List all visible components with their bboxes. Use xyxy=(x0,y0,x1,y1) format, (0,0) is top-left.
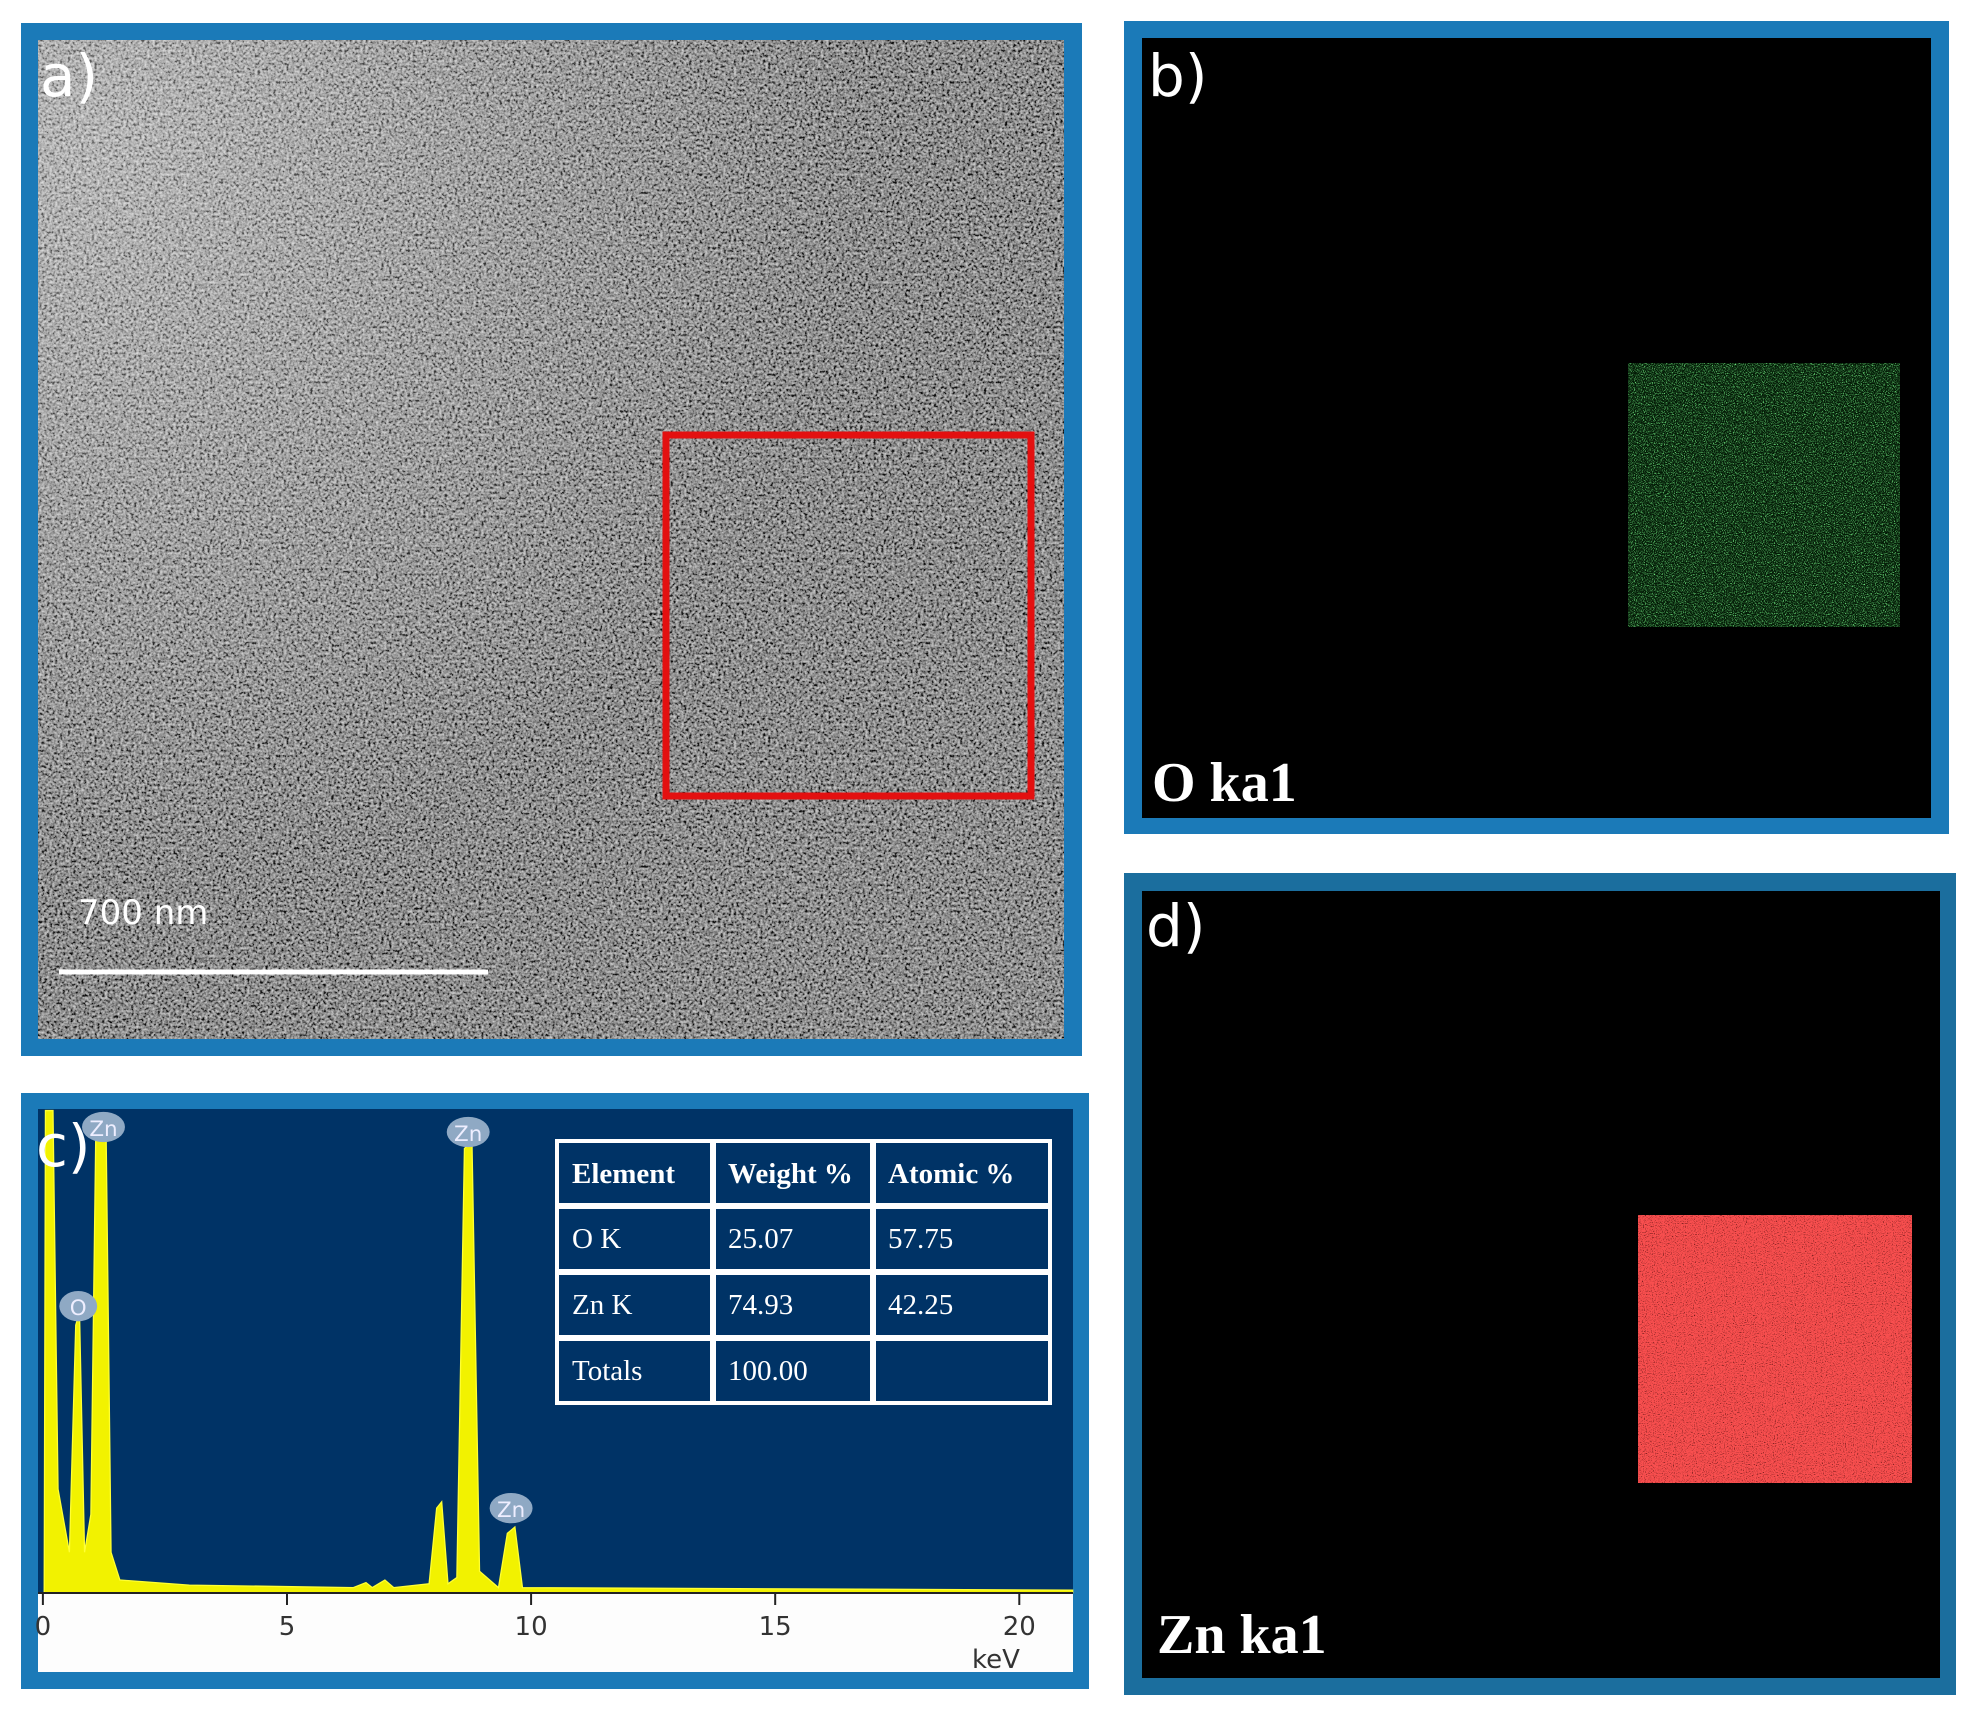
composition-table: Element Weight % Atomic % O K 25.07 57.75 Zn K… xyxy=(555,1139,1052,1405)
panel-label: d) xyxy=(1146,892,1205,960)
table-cell: 100.00 xyxy=(728,1355,808,1387)
axis-unit: keV xyxy=(972,1645,1020,1675)
table-header: Atomic % xyxy=(888,1158,1014,1190)
table-cell: Zn K xyxy=(572,1289,632,1321)
scale-bar-label: 700 nm xyxy=(78,893,208,933)
table-cell: 57.75 xyxy=(888,1223,953,1255)
table-cell: 74.93 xyxy=(728,1289,793,1321)
panel-d: d) Zn ka1 xyxy=(1124,873,1956,1695)
map-label: O ka1 xyxy=(1152,752,1297,814)
peak-marker xyxy=(82,1111,125,1143)
panel-label: b) xyxy=(1148,42,1207,110)
sem-shading xyxy=(38,40,1064,1039)
oxygen-map xyxy=(1628,363,1900,627)
x-tick-label: 20 xyxy=(1003,1612,1036,1642)
spectrum: Zn O Zn Zn xyxy=(43,1109,1074,1594)
peak-label: Zn xyxy=(89,1117,117,1142)
x-tick-label: 5 xyxy=(279,1612,296,1642)
selection-box xyxy=(662,431,1035,800)
panel-a: 700 nm a) xyxy=(21,23,1082,1056)
peak-label: Zn xyxy=(497,1498,525,1523)
peak-marker xyxy=(446,1116,490,1148)
table-header: Element xyxy=(572,1158,675,1190)
x-tick-label: 10 xyxy=(515,1612,548,1642)
peak-marker xyxy=(59,1291,98,1322)
zinc-map xyxy=(1638,1215,1912,1483)
x-tick-label: 15 xyxy=(759,1612,792,1642)
peak-label: O xyxy=(70,1296,87,1321)
panel-label: a) xyxy=(40,42,98,110)
panel-label: c) xyxy=(36,1112,91,1180)
table-cell: O K xyxy=(572,1223,621,1255)
peak-marker xyxy=(489,1492,533,1524)
x-tick-label: 0 xyxy=(35,1612,52,1642)
peak-label: Zn xyxy=(454,1122,482,1147)
table-header: Weight % xyxy=(728,1158,853,1190)
table-cell: 25.07 xyxy=(728,1223,793,1255)
axis-strip xyxy=(38,1593,1073,1672)
panel-b: b) O ka1 xyxy=(1124,21,1949,834)
panel-c: Zn O Zn Zn c) keV Element Weight % Atomic … xyxy=(21,1093,1089,1689)
table-cell: 42.25 xyxy=(888,1289,953,1321)
table-cell: Totals xyxy=(572,1355,642,1387)
map-label: Zn ka1 xyxy=(1157,1604,1327,1666)
